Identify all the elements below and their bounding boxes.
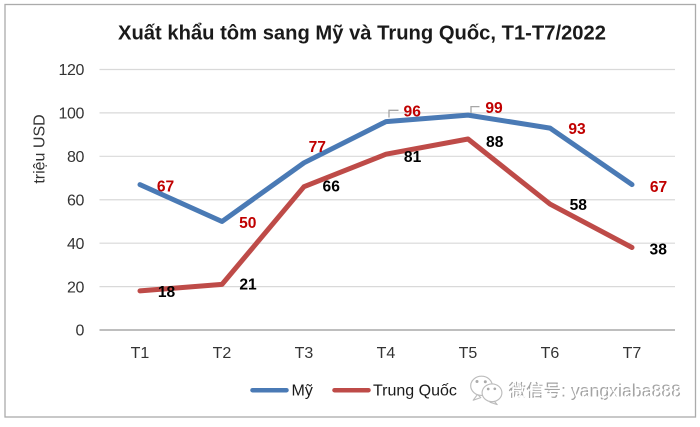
svg-text:triệu USD: triệu USD [32, 114, 49, 183]
svg-text:T4: T4 [377, 345, 396, 362]
svg-text:Trung Quốc: Trung Quốc [373, 383, 457, 400]
svg-text:0: 0 [76, 323, 85, 340]
svg-text:T3: T3 [295, 345, 314, 362]
svg-text:99: 99 [485, 100, 503, 117]
svg-text:: yangxiaba888: : yangxiaba888 [561, 381, 681, 401]
svg-text:21: 21 [239, 277, 257, 294]
svg-text:T7: T7 [623, 345, 642, 362]
svg-text:93: 93 [568, 121, 586, 138]
svg-text:Xuất khẩu tôm sang Mỹ và Trung: Xuất khẩu tôm sang Mỹ và Trung Quốc, T1-… [118, 22, 606, 45]
svg-text:T2: T2 [213, 345, 232, 362]
svg-text:88: 88 [486, 134, 504, 151]
svg-text:58: 58 [570, 197, 588, 214]
svg-text:18: 18 [158, 284, 176, 301]
svg-text:Mỹ: Mỹ [292, 383, 313, 400]
svg-text:T5: T5 [459, 345, 478, 362]
svg-text:: yangxiaba888: : yangxiaba888 [563, 382, 683, 402]
svg-text:100: 100 [59, 106, 85, 123]
svg-text:96: 96 [404, 104, 422, 121]
svg-text:120: 120 [59, 62, 85, 79]
svg-text:80: 80 [67, 149, 84, 166]
svg-text:20: 20 [67, 279, 84, 296]
svg-text:81: 81 [404, 149, 422, 166]
svg-text:67: 67 [157, 179, 174, 196]
svg-text:77: 77 [309, 139, 326, 156]
svg-text:38: 38 [650, 242, 668, 259]
svg-text:T6: T6 [541, 345, 560, 362]
svg-text:67: 67 [650, 179, 667, 196]
svg-text:50: 50 [239, 215, 257, 232]
svg-text:T1: T1 [131, 345, 150, 362]
svg-text:66: 66 [323, 179, 341, 196]
svg-text:60: 60 [67, 193, 84, 210]
svg-text:40: 40 [67, 236, 84, 253]
